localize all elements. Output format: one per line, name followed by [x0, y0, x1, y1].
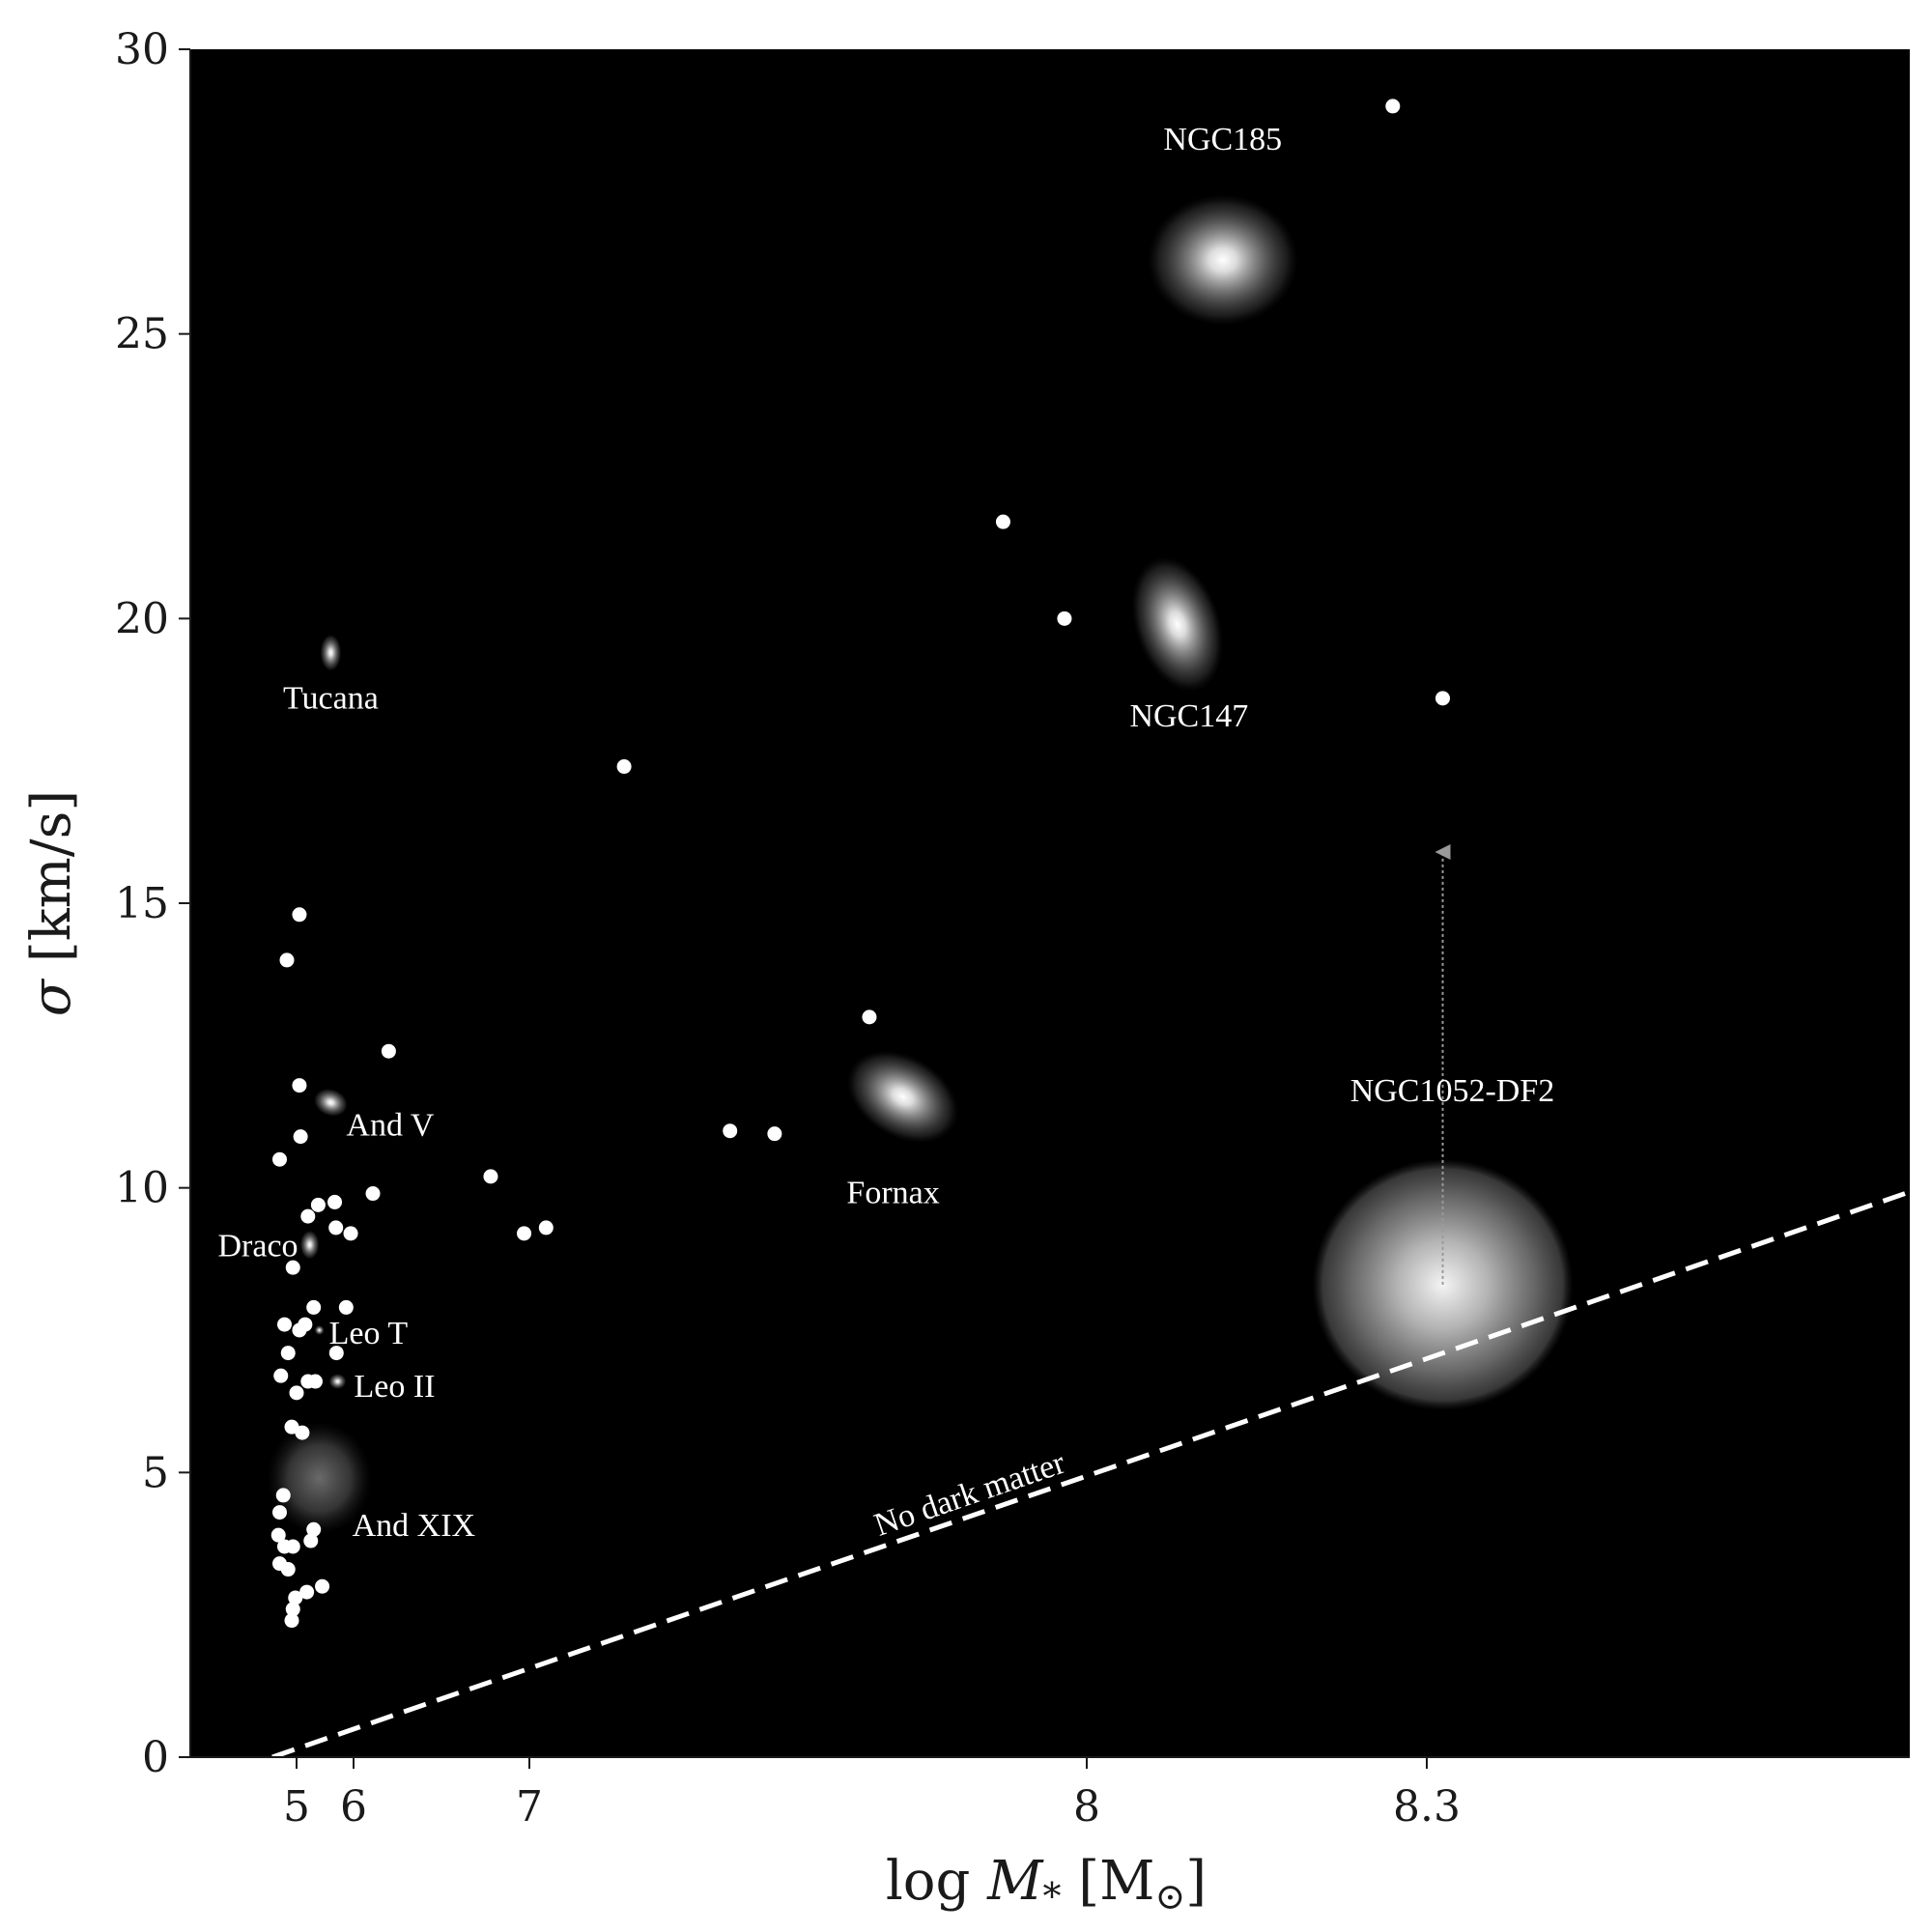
data-point [307, 1374, 323, 1389]
data-point [328, 1220, 344, 1236]
data-point [483, 1169, 498, 1184]
data-point [285, 1260, 300, 1275]
data-point [299, 1584, 315, 1600]
no-dark-matter-line [271, 1191, 1906, 1760]
galaxy-image [313, 1088, 348, 1117]
y-tick-label: 5 [142, 1448, 169, 1497]
data-point [272, 1151, 287, 1167]
data-point [365, 1186, 381, 1202]
x-tick-label: 8 [1073, 1782, 1100, 1832]
data-point [338, 1299, 354, 1315]
data-point [995, 514, 1010, 529]
galaxy-label: Draco [218, 1229, 298, 1264]
data-point [270, 1527, 286, 1543]
data-points [270, 99, 1450, 1629]
x-tick-label: 7 [516, 1782, 543, 1832]
galaxy-labels: NGC185 NGC147 Tucana Fornax And V Draco Leo T L… [218, 122, 1555, 1544]
galaxy-image [320, 634, 342, 671]
data-point [280, 1346, 296, 1361]
data-point [288, 1590, 303, 1605]
data-point [292, 1078, 307, 1094]
data-point [280, 1562, 296, 1577]
galaxy-label: NGC185 [1163, 122, 1282, 157]
galaxy-label: And V [346, 1107, 434, 1143]
y-tick-label: 10 [115, 1164, 169, 1213]
y-tick-label: 15 [115, 879, 169, 928]
data-point [328, 1346, 344, 1361]
data-point [723, 1123, 738, 1139]
data-point [517, 1226, 532, 1241]
galaxy-image [299, 1230, 320, 1260]
data-point [293, 1129, 308, 1145]
galaxy-images [267, 194, 1574, 1535]
galaxy-label: NGC147 [1129, 698, 1248, 734]
galaxy-label: Tucana [283, 681, 379, 717]
y-tick-label: 20 [115, 594, 169, 643]
galaxy-label: And XIX [353, 1508, 475, 1544]
data-point [298, 1317, 313, 1332]
x-tick-label: 5 [283, 1782, 310, 1832]
galaxy-label: Leo II [354, 1369, 435, 1405]
data-point [306, 1299, 322, 1315]
data-point [1435, 691, 1450, 706]
y-tick-label: 30 [115, 25, 169, 74]
plot-area [190, 49, 1910, 1757]
data-point [275, 1488, 291, 1503]
x-ticks: 5 6 7 8 8.3 [283, 1757, 1461, 1832]
galaxy-image [1147, 194, 1298, 327]
data-point [862, 1009, 877, 1025]
galaxy-image [846, 1050, 959, 1144]
galaxy-image [328, 1374, 347, 1390]
data-point [272, 1505, 287, 1520]
y-axis-label: σ [km/s] [20, 790, 83, 1016]
data-point [285, 1602, 300, 1617]
data-point [295, 1425, 310, 1440]
data-point [279, 952, 295, 968]
galaxy-image [267, 1422, 372, 1535]
y-ticks: 0 5 10 15 20 25 30 [115, 25, 190, 1782]
data-point [616, 759, 632, 775]
galaxy-label: Fornax [846, 1175, 939, 1210]
data-point [292, 907, 307, 923]
data-point [277, 1317, 292, 1332]
data-point [343, 1226, 358, 1241]
data-point [300, 1208, 316, 1224]
data-point [767, 1126, 782, 1142]
galaxy-image [1131, 556, 1224, 693]
data-point [303, 1533, 319, 1548]
data-point [538, 1220, 554, 1236]
galaxy-label: Leo T [329, 1316, 409, 1351]
galaxy-label: NGC1052-DF2 [1350, 1073, 1555, 1109]
data-point [285, 1539, 300, 1554]
data-point [273, 1368, 289, 1383]
x-tick-label: 6 [340, 1782, 367, 1832]
data-point [381, 1043, 396, 1059]
data-point [1057, 611, 1072, 626]
galaxy-image [314, 1325, 325, 1335]
data-point [1385, 99, 1401, 114]
x-tick-label: 8.3 [1393, 1782, 1461, 1832]
x-axis-label: log M* [M⊙] [886, 1850, 1207, 1918]
data-point [310, 1197, 326, 1212]
data-point [315, 1578, 330, 1594]
data-point [284, 1613, 299, 1629]
y-tick-label: 0 [142, 1733, 169, 1782]
data-point [327, 1194, 343, 1209]
y-tick-label: 25 [115, 310, 169, 359]
data-point [306, 1521, 322, 1537]
data-point [289, 1385, 304, 1401]
